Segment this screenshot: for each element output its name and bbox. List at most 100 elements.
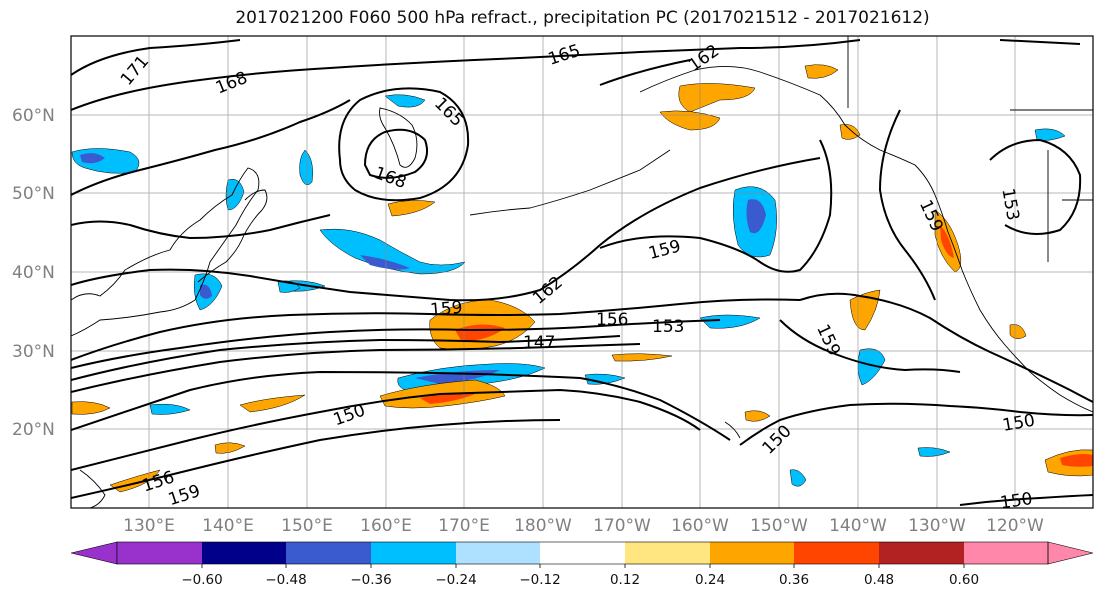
precip-neg-blob: [789, 469, 807, 487]
precip-neg-blob: [384, 94, 426, 108]
precip-pos-blob: [839, 124, 861, 140]
colorbar-segment: [625, 542, 710, 564]
lon-label: 170°W: [593, 516, 651, 536]
contour-line: [363, 128, 428, 179]
colorbar-tick-label: 0.36: [779, 572, 809, 588]
colorbar-segment: [456, 542, 540, 564]
map-title: 2017021200 F060 500 hPa refract., precip…: [235, 8, 930, 28]
lat-label: 40°N: [12, 263, 55, 283]
contour-line: [71, 335, 621, 381]
precip-neg-blob: [225, 179, 245, 211]
precip-neg-blob: [917, 447, 951, 457]
colorbar-segment: [540, 542, 625, 564]
precip-pos-blob: [420, 393, 475, 404]
contour-line: [779, 319, 961, 373]
precip-pos-blob: [940, 225, 954, 258]
precip-pos-blob: [611, 353, 673, 362]
map-frame: [70, 35, 1094, 509]
lon-label: 160°E: [360, 516, 412, 536]
contour-label: 153: [652, 317, 684, 337]
contour-line: [71, 214, 331, 240]
lon-label: 130°W: [908, 516, 966, 536]
contour-line: [799, 292, 1093, 403]
contour-line: [71, 388, 701, 471]
contour-line: [71, 419, 561, 499]
coastlines: [71, 36, 1093, 508]
colorbar-tick-label: −0.36: [350, 572, 391, 588]
lon-label: 160°W: [671, 516, 729, 536]
precip-pos-blob: [71, 401, 111, 415]
contour-line: [71, 370, 731, 441]
colorbar-tick-label: 0.48: [864, 572, 894, 588]
contour-line: [878, 109, 936, 301]
contour-label: 150: [999, 489, 1034, 513]
contours: [71, 39, 1093, 506]
contour-label: 147: [523, 333, 555, 353]
lat-label: 50°N: [12, 184, 55, 204]
contour-line: [338, 87, 470, 202]
coast-philippines: [79, 469, 106, 508]
colorbar-tick-label: −0.48: [265, 572, 306, 588]
precip-pos-blob: [804, 64, 839, 79]
precip-neg-blob: [746, 199, 766, 234]
colorbar-segment: [202, 542, 286, 564]
contour-label: 159: [429, 298, 463, 321]
lon-label: 120°W: [986, 516, 1044, 536]
latitude-labels: 60°N 50°N 40°N 30°N 20°N: [12, 106, 55, 440]
colorbar: −0.60 −0.48 −0.36 −0.24 −0.12 0.12 0.24 …: [70, 541, 1094, 588]
coast-kamchatka: [379, 107, 418, 168]
lon-label: 140°W: [829, 516, 887, 536]
precip-pos-blob: [1060, 454, 1093, 467]
contour-line: [739, 402, 1093, 446]
contour-line: [71, 298, 801, 361]
coast-asia: [71, 167, 260, 337]
contour-line: [71, 39, 861, 111]
precip-neg-blob: [80, 153, 105, 164]
colorbar-extend-min: [70, 541, 118, 565]
contour-line: [71, 157, 821, 302]
colorbar-tick-label: 0.12: [610, 572, 640, 588]
precip-neg-blob: [149, 403, 191, 415]
contour-line: [599, 59, 691, 86]
colorbar-extend-max: [1047, 541, 1094, 565]
precip-pos-blob: [455, 324, 505, 342]
contour-line: [989, 138, 1082, 235]
lat-label: 20°N: [12, 420, 55, 440]
colorbar-segment: [286, 542, 371, 564]
coast-aleutians: [469, 149, 671, 216]
precip-neg-blob: [200, 284, 212, 299]
colorbar-tick-label: −0.12: [519, 572, 560, 588]
colorbar-segment: [710, 542, 794, 564]
colorbar-segment: [117, 542, 202, 564]
contour-line: [599, 139, 833, 273]
lon-label: 180°W: [514, 516, 572, 536]
coast-canada-border: [847, 36, 1093, 262]
colorbar-segment: [879, 542, 964, 564]
lat-label: 30°N: [12, 342, 55, 362]
lon-label: 170°E: [438, 516, 490, 536]
precip-pos-blob: [659, 110, 721, 131]
colorbar-tick-label: 0.24: [695, 572, 725, 588]
precip-pos-blob: [239, 394, 306, 413]
precip-pos-blob: [1009, 324, 1027, 339]
colorbar-tick-label: −0.24: [435, 572, 476, 588]
lon-label: 140°E: [202, 516, 254, 536]
colorbar-outline: [116, 541, 1049, 565]
colorbar-segment: [371, 542, 456, 564]
lon-label: 150°E: [281, 516, 333, 536]
contour-line: [71, 99, 351, 196]
precip-neg-blob: [360, 255, 410, 270]
colorbar-tick-label: −0.60: [181, 572, 222, 588]
precip-neg-blob: [699, 314, 761, 329]
contour-line: [959, 494, 1093, 506]
colorbar-tick-label: 0.60: [949, 572, 979, 588]
precip-pos-blob: [387, 200, 436, 217]
lat-label: 60°N: [12, 106, 55, 126]
precip-neg-blob: [299, 149, 313, 186]
colorbar-segment: [964, 542, 1048, 564]
coast-japan: [197, 189, 268, 283]
graticule: [71, 36, 1093, 508]
coast-alaska: [639, 65, 1093, 413]
contour-line: [71, 39, 241, 76]
